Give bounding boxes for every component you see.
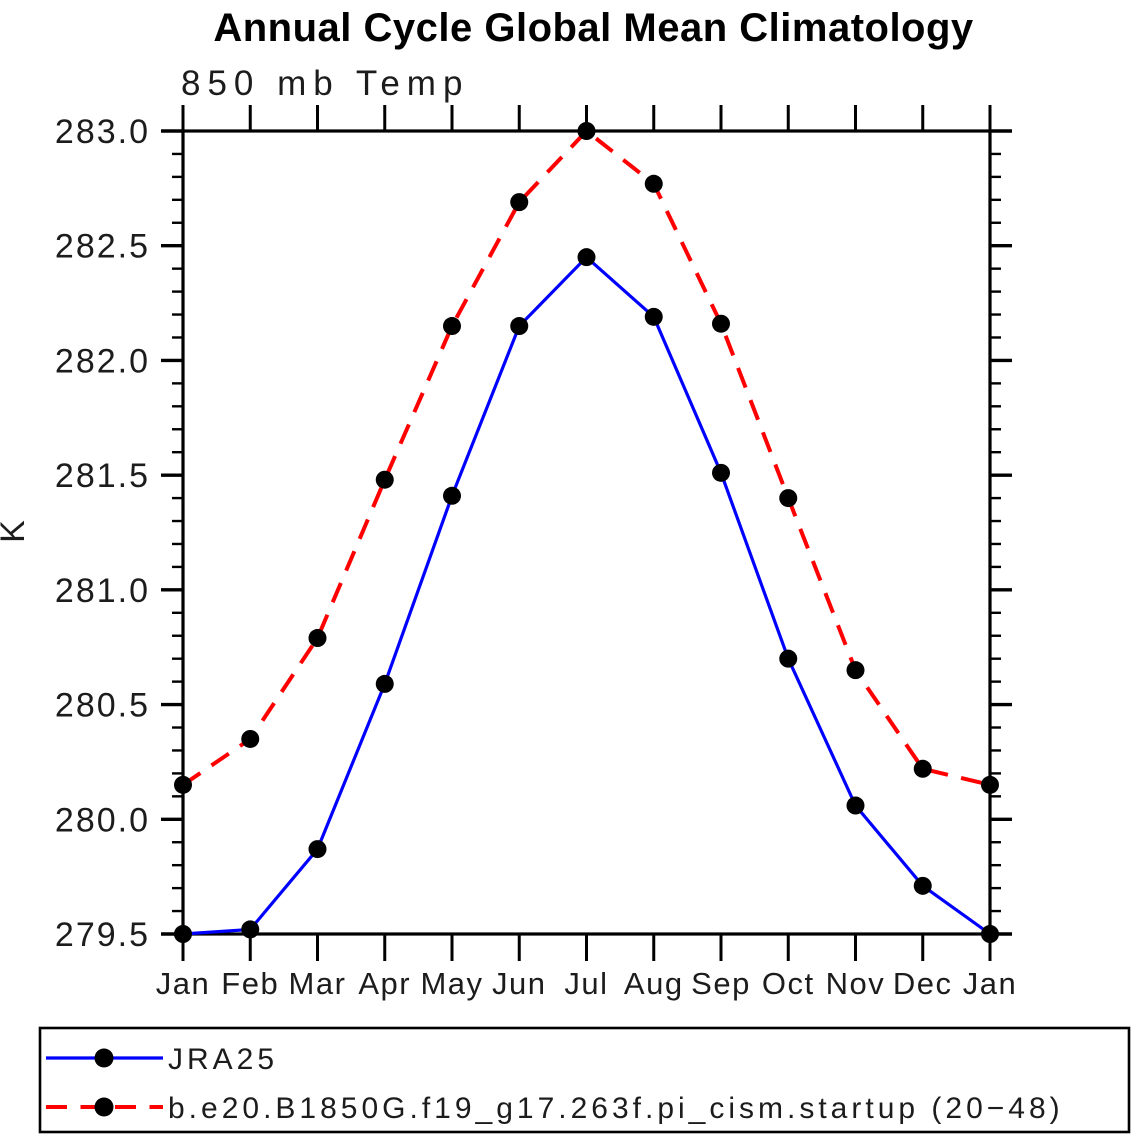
data-point-marker <box>510 317 529 336</box>
data-point-marker <box>241 729 260 748</box>
legend-sample-marker <box>94 1048 114 1068</box>
y-tick-label: 282.0 <box>55 342 150 380</box>
y-tick-label: 283.0 <box>55 113 150 151</box>
x-tick-label: Nov <box>826 966 886 1001</box>
data-point-marker <box>712 314 730 333</box>
legend-samples <box>46 1048 163 1117</box>
chart-subtitle: 850 mb Temp <box>181 64 470 103</box>
x-tick-label: Sep <box>691 966 751 1001</box>
series-markers <box>174 122 999 943</box>
chart-title: Annual Cycle Global Mean Climatology <box>213 6 974 50</box>
series-line-0 <box>182 254 991 936</box>
legend-label-model: b.e20.B1850G.f19_g17.263f.pi_cism.startu… <box>168 1092 1064 1125</box>
data-point-marker <box>174 925 192 943</box>
x-tick-label: Aug <box>624 966 684 1001</box>
x-tick-label: Oct <box>762 966 815 1001</box>
data-point-marker <box>644 307 663 326</box>
data-point-marker <box>779 649 798 668</box>
y-tick-label: 282.5 <box>55 228 150 266</box>
data-point-marker <box>779 489 798 508</box>
data-point-marker <box>308 840 327 859</box>
x-tick-label: Feb <box>221 966 279 1001</box>
x-tick-label: Dec <box>893 966 953 1001</box>
data-point-marker <box>913 876 932 895</box>
data-point-marker <box>375 470 394 489</box>
legend: JRA25 b.e20.B1850G.f19_g17.263f.pi_cism.… <box>38 1026 1131 1134</box>
data-point-marker <box>443 486 461 505</box>
x-tick-label: May <box>420 966 483 1001</box>
y-tick-label: 279.5 <box>55 916 150 954</box>
data-point-marker <box>375 674 394 693</box>
legend-sample-marker <box>94 1097 114 1117</box>
data-point-marker <box>174 775 192 794</box>
x-tick-label: Apr <box>358 966 411 1001</box>
data-point-marker <box>981 925 999 943</box>
axes: Jan Feb Mar Apr May Jun Jul Aug Sep Oct Nov Dec Jan2… <box>55 105 1017 1001</box>
x-tick-label: Jan <box>156 966 210 1001</box>
data-point-marker <box>913 759 932 778</box>
y-tick-label: 281.5 <box>55 457 150 495</box>
x-tick-label: Jan <box>963 966 1017 1001</box>
data-point-marker <box>712 463 730 482</box>
x-tick-label: Mar <box>289 966 347 1001</box>
data-point-marker <box>846 661 865 680</box>
data-point-marker <box>577 248 596 267</box>
data-point-marker <box>644 174 663 193</box>
x-tick-label: Jun <box>492 966 546 1001</box>
legend-label-jra25: JRA25 <box>168 1043 278 1076</box>
y-tick-label: 281.0 <box>55 572 150 610</box>
y-tick-label: 280.5 <box>55 687 150 725</box>
data-point-marker <box>308 629 327 648</box>
series-line-1 <box>181 128 991 787</box>
data-point-marker <box>577 122 596 140</box>
x-tick-label: Jul <box>564 966 608 1001</box>
data-point-marker <box>241 920 260 939</box>
data-point-marker <box>443 317 461 336</box>
y-tick-label: 280.0 <box>55 801 150 839</box>
data-point-marker <box>510 193 529 212</box>
data-point-marker <box>846 796 865 815</box>
legend-box <box>38 1026 1131 1134</box>
data-point-marker <box>981 775 999 794</box>
